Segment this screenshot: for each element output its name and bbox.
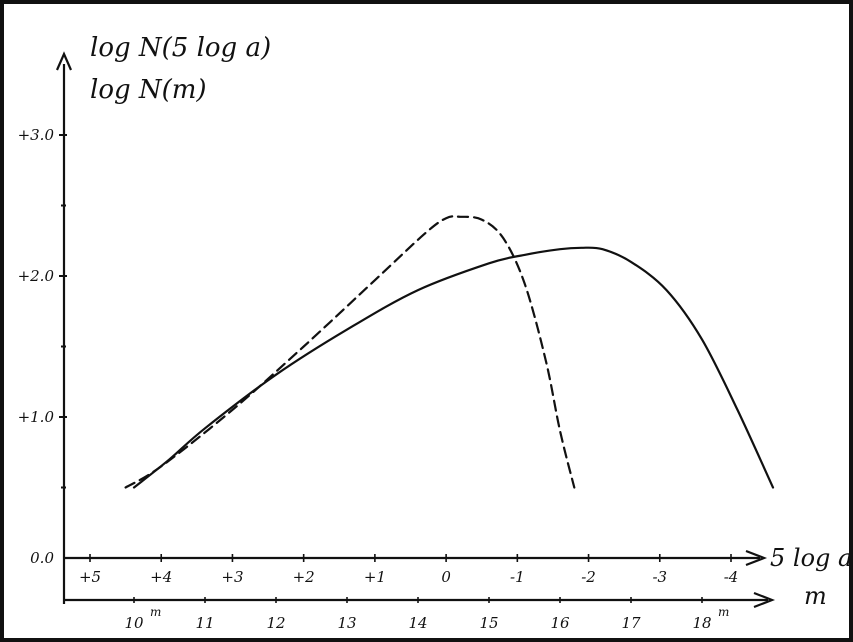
y-axis-label-1: log N(m) — [90, 75, 207, 105]
top-x-tick-label-1: +4 — [150, 568, 172, 586]
top-x-tick-label-8: -3 — [652, 568, 667, 586]
top-x-tick-label-0: +5 — [79, 568, 101, 586]
y-tick-label-1: +1.0 — [18, 408, 55, 426]
bottom-x-tick-label-2: 12 — [266, 614, 285, 632]
bottom-x-tick-label-8: 18 — [692, 614, 711, 632]
top-x-axis-name: 5 log a — [770, 544, 849, 572]
top-x-tick-label-9: -4 — [724, 568, 739, 586]
bottom-x-tick-label-5: 15 — [479, 614, 498, 632]
y-tick-label-2: +2.0 — [18, 267, 55, 285]
bottom-x-tick-label-1: 11 — [195, 614, 214, 632]
top-x-axis-arrow — [745, 549, 768, 567]
y-axis-label-0: log N(5 log a) — [90, 33, 271, 63]
top-x-tick-label-2: +3 — [221, 568, 243, 586]
top-x-tick-label-4: +1 — [364, 568, 386, 586]
bottom-x-tick-label-0: 10 — [124, 614, 144, 632]
chart-svg: 0.0 +1.0 +2.0 +3.0 log N(5 log a) log N(m) +5 +… — [18, 33, 849, 632]
top-x-tick-label-3: +2 — [293, 568, 315, 586]
bottom-x-tick-label-4: 14 — [408, 614, 427, 632]
bottom-x-tick-label-3: 13 — [337, 614, 356, 632]
bottom-x-tick-sup-8: m — [718, 605, 729, 619]
y-axis-arrow — [55, 51, 73, 71]
bottom-x-tick-sup-0: m — [150, 605, 161, 619]
y-tick-label-3: +3.0 — [18, 126, 55, 144]
solid-series-line — [132, 246, 775, 489]
dashed-series-line — [124, 215, 576, 489]
top-x-tick-label-6: -1 — [510, 568, 525, 586]
bottom-x-tick-label-6: 16 — [550, 614, 570, 632]
top-x-tick-label-7: -2 — [581, 568, 596, 586]
bottom-x-axis-name: m — [804, 582, 827, 610]
bottom-x-tick-label-7: 17 — [621, 614, 641, 632]
y-tick-label-0: 0.0 — [30, 549, 54, 567]
top-x-tick-label-5: 0 — [441, 568, 451, 586]
bottom-x-axis-arrow — [753, 591, 776, 609]
